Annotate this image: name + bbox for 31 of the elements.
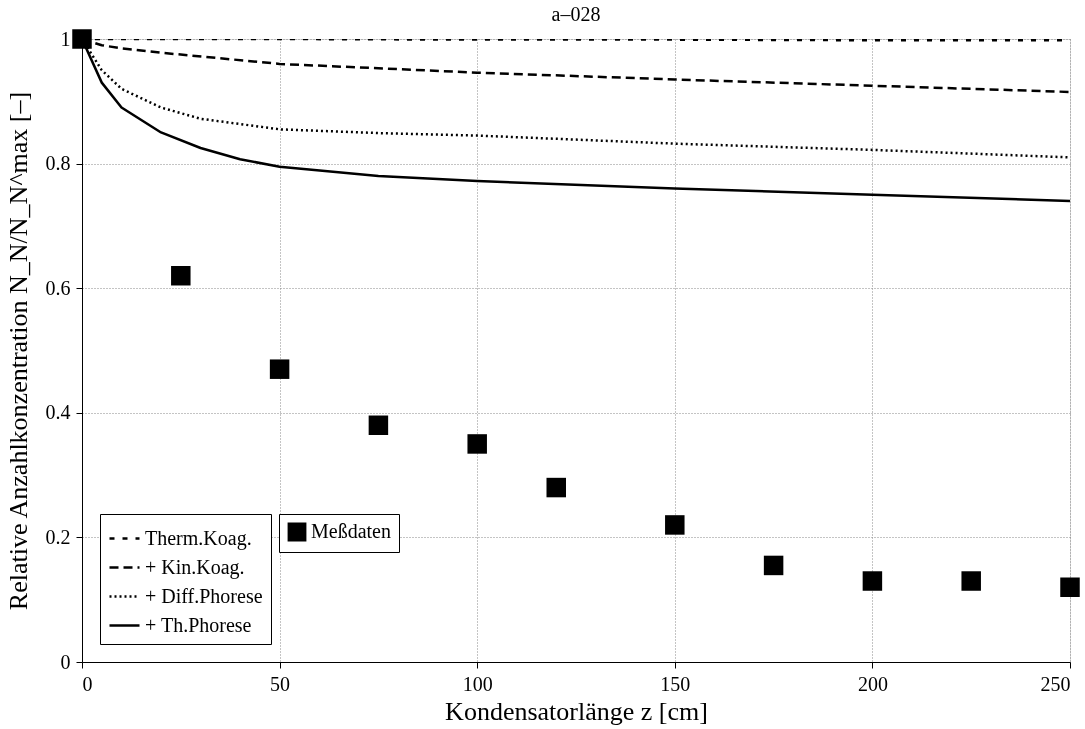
point <box>467 434 487 454</box>
y-tick-label: 0.2 <box>45 525 71 548</box>
y-tick-label: 0 <box>60 650 71 673</box>
chart-title: a–028 <box>551 3 601 25</box>
point <box>862 571 883 591</box>
x-tick-label: 200 <box>857 672 888 695</box>
legend-label: Therm.Koag. <box>145 526 252 550</box>
x-axis-title: Kondensatorlänge z [cm] <box>445 696 708 726</box>
legend-label: + Diff.Phorese <box>145 584 263 607</box>
point <box>1060 577 1080 597</box>
point <box>961 571 981 591</box>
x-tick-label: 250 <box>1040 672 1071 695</box>
point <box>368 415 389 436</box>
y-tick-label: 0.6 <box>45 276 71 299</box>
legend-label: + Th.Phorese <box>145 613 252 636</box>
x-tick-label: 0 <box>82 672 93 695</box>
point <box>72 29 92 49</box>
y-tick-label: 0.8 <box>45 152 71 175</box>
point <box>546 477 566 498</box>
y-tick-label: 1 <box>60 27 71 50</box>
point <box>171 265 191 286</box>
legend-label: + Kin.Koag. <box>145 555 245 579</box>
point <box>763 555 784 576</box>
x-tick-label: 50 <box>270 672 291 695</box>
point <box>665 515 685 535</box>
y-tick-label: 0.4 <box>45 401 71 424</box>
legend-label: Meßdaten <box>311 520 391 542</box>
x-tick-label: 100 <box>462 672 493 695</box>
point <box>269 359 290 379</box>
x-tick-label: 150 <box>660 672 691 695</box>
y-axis-title: Relative Anzahlkonzentration N_N/N_N^max [–] <box>3 91 33 611</box>
